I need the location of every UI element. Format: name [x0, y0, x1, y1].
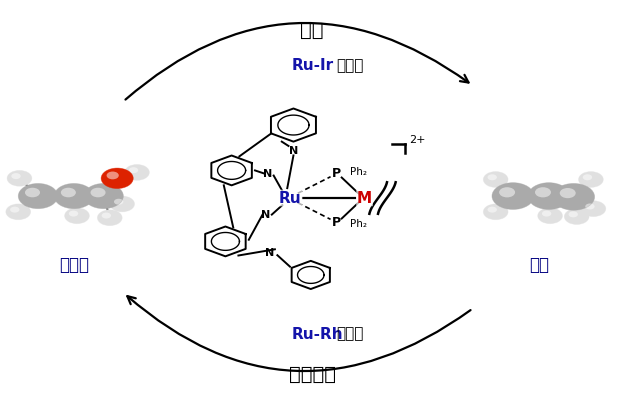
Text: 2+: 2+ — [409, 135, 426, 145]
Circle shape — [535, 187, 551, 197]
Text: P: P — [332, 216, 341, 229]
Circle shape — [110, 196, 135, 212]
Circle shape — [581, 201, 606, 216]
Circle shape — [10, 207, 19, 213]
Circle shape — [542, 210, 552, 216]
Text: 氢解: 氢解 — [300, 21, 324, 40]
Text: 烯丙醇: 烯丙醇 — [59, 256, 89, 274]
Text: Ru-Ir: Ru-Ir — [291, 58, 334, 73]
Circle shape — [578, 172, 603, 187]
Circle shape — [69, 210, 78, 216]
FancyArrowPatch shape — [127, 296, 470, 371]
Text: N: N — [289, 146, 298, 156]
Circle shape — [538, 208, 562, 224]
Circle shape — [18, 184, 58, 209]
Text: N: N — [263, 168, 272, 178]
Circle shape — [84, 184, 124, 209]
Circle shape — [102, 212, 111, 218]
Circle shape — [564, 209, 589, 224]
Circle shape — [11, 173, 21, 179]
Circle shape — [54, 184, 94, 209]
Text: 电解还原: 电解还原 — [288, 365, 336, 384]
Circle shape — [25, 188, 40, 197]
Circle shape — [499, 187, 515, 197]
Text: Ph₂: Ph₂ — [350, 219, 368, 229]
Circle shape — [487, 174, 497, 180]
Circle shape — [90, 188, 105, 197]
Circle shape — [125, 164, 149, 180]
Circle shape — [107, 172, 119, 179]
Circle shape — [528, 183, 570, 210]
Circle shape — [560, 188, 576, 198]
Circle shape — [553, 184, 595, 210]
FancyArrowPatch shape — [125, 23, 469, 100]
Circle shape — [492, 183, 534, 210]
Circle shape — [101, 168, 134, 188]
Circle shape — [6, 204, 31, 220]
Text: Ph₂: Ph₂ — [350, 167, 368, 177]
Circle shape — [61, 188, 76, 197]
Circle shape — [568, 211, 578, 217]
Text: Ru: Ru — [279, 190, 301, 206]
Text: N: N — [261, 210, 270, 220]
Text: Ru-Rh: Ru-Rh — [291, 327, 343, 342]
Circle shape — [484, 172, 508, 187]
Text: N: N — [265, 248, 275, 258]
Circle shape — [114, 199, 124, 205]
Circle shape — [97, 210, 122, 226]
Circle shape — [484, 204, 508, 220]
Text: P: P — [332, 167, 341, 180]
Text: 丙烯: 丙烯 — [529, 256, 549, 274]
Text: 催化剂: 催化剂 — [337, 327, 364, 342]
Circle shape — [7, 170, 32, 186]
Circle shape — [129, 167, 139, 173]
Circle shape — [487, 207, 497, 213]
Text: 催化剂: 催化剂 — [337, 58, 364, 73]
Text: M: M — [357, 190, 372, 206]
Circle shape — [583, 174, 592, 180]
Circle shape — [585, 204, 595, 210]
Circle shape — [65, 208, 89, 224]
